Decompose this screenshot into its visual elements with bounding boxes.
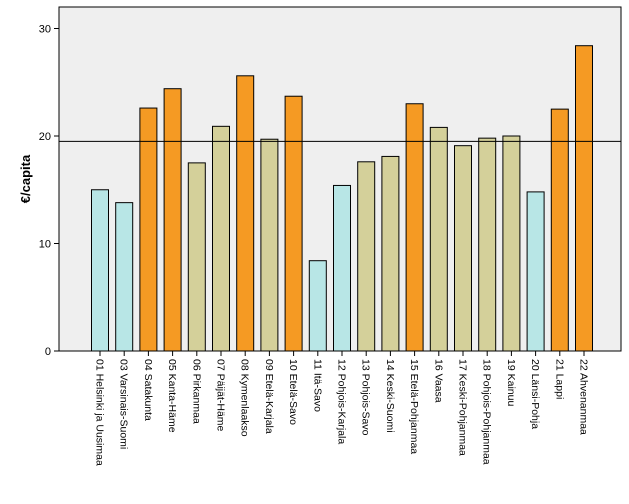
x-tick-label: 06 Pirkanmaa (190, 359, 202, 424)
bar (91, 189, 109, 352)
x-tick-label: 03 Varsinais-Suomi (118, 359, 130, 449)
y-tick-label: 10 (39, 239, 51, 251)
x-tick-label: 17 Keski-Pohjanmaa (457, 359, 469, 456)
bar (454, 145, 472, 352)
bar (357, 161, 376, 352)
bar (429, 126, 448, 352)
x-tick-label: 05 Kanta-Häme (166, 359, 178, 433)
bar (381, 155, 400, 352)
bar (333, 184, 351, 352)
x-tick-label: 12 Pohjois-Karjala (336, 359, 348, 444)
bar (478, 137, 497, 352)
bars (91, 45, 593, 352)
x-tick-label: 09 Etelä-Karjala (263, 359, 275, 434)
x-axis-labels: 01 Helsinki ja Uusimaa 03 Varsinais-Suomi… (94, 351, 590, 466)
y-axis-title: €/capita (18, 154, 33, 203)
x-tick-label: 22 Ahvenanmaa (578, 359, 590, 435)
x-tick-label: 11 Itä-Savo (311, 359, 323, 412)
bar (405, 103, 424, 352)
bar (526, 191, 545, 352)
bar (308, 260, 327, 352)
x-tick-label: 10 Etelä-Savo (287, 359, 299, 425)
x-tick-label: 07 Päijät-Häme (215, 359, 227, 432)
x-tick-label: 16 Vaasa (432, 359, 444, 403)
bar (236, 75, 255, 352)
bar (260, 138, 279, 352)
y-axis: 0 10 20 30 (39, 24, 59, 358)
bar (187, 162, 206, 352)
bar (163, 88, 182, 352)
y-tick-label: 30 (39, 24, 51, 36)
x-tick-label: 08 Kymenlaakso (239, 359, 251, 437)
x-tick-label: 20 Länsi-Pohja (529, 359, 541, 429)
x-tick-label: 14 Keski-Suomi (384, 359, 396, 433)
x-tick-label: 13 Pohjois-Savo (360, 359, 372, 436)
bar (115, 202, 134, 352)
x-tick-label: 04 Satakunta (142, 359, 154, 421)
y-tick-label: 20 (39, 131, 51, 143)
x-tick-label: 19 Kainuu (505, 359, 517, 406)
y-tick-label: 0 (45, 346, 51, 358)
bar (502, 135, 521, 352)
bar (575, 45, 593, 352)
x-tick-label: 01 Helsinki ja Uusimaa (94, 359, 106, 466)
x-tick-label: 18 Pohjois-Pohjanmaa (481, 359, 493, 465)
bar (284, 95, 303, 352)
bar (139, 107, 158, 352)
x-tick-label: 21 Lappi (553, 359, 565, 399)
bar (550, 108, 569, 352)
bar (212, 125, 230, 352)
x-tick-label: 15 Etelä-Pohjanmaa (408, 359, 420, 454)
